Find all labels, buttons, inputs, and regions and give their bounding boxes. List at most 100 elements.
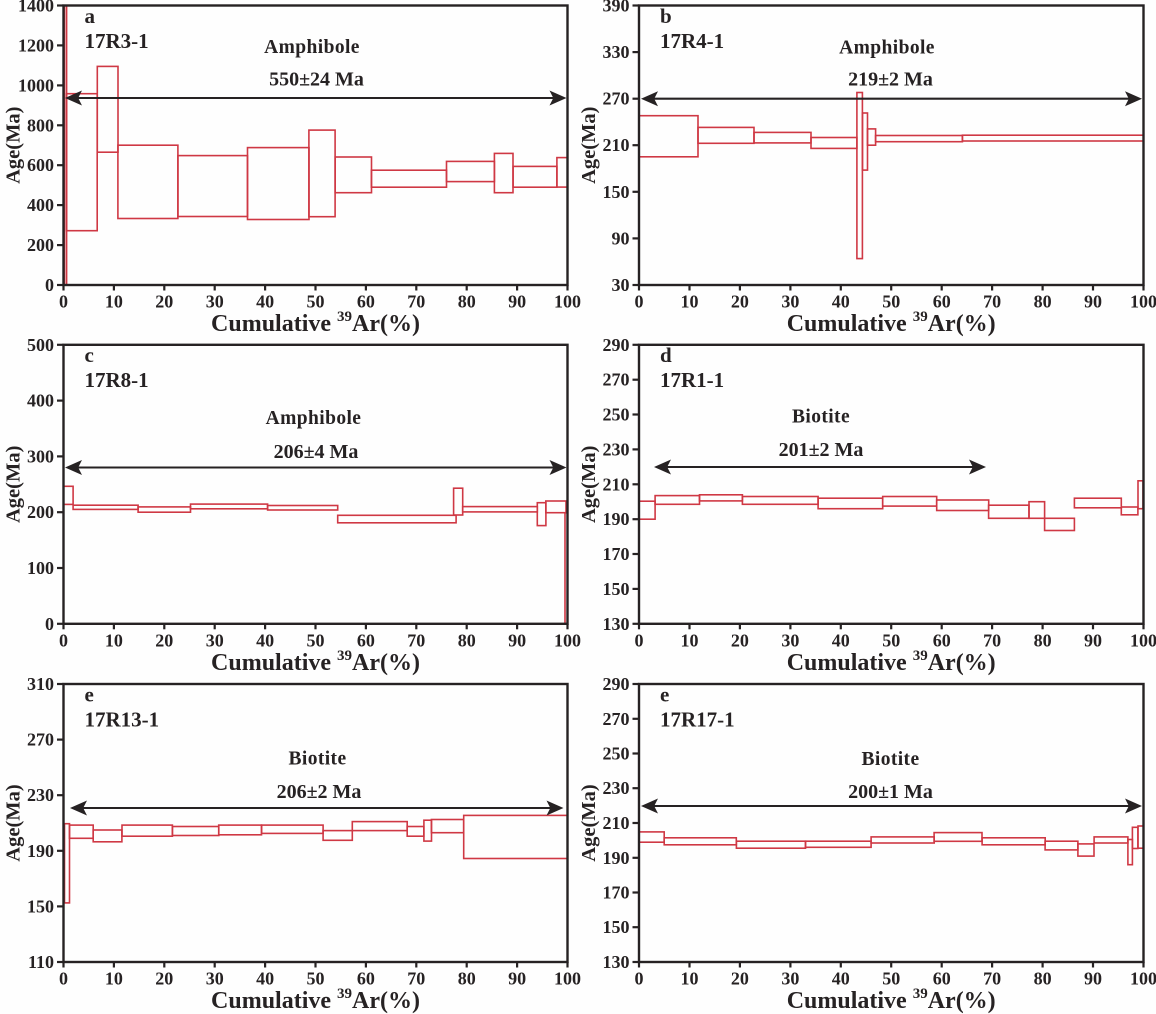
svg-text:270: 270 <box>603 370 630 390</box>
svg-text:400: 400 <box>27 391 54 411</box>
svg-text:20: 20 <box>731 292 749 312</box>
svg-text:200±1 Ma: 200±1 Ma <box>848 781 933 803</box>
svg-text:290: 290 <box>603 674 630 694</box>
svg-text:190: 190 <box>603 848 630 868</box>
svg-text:1200: 1200 <box>18 35 54 55</box>
svg-text:20: 20 <box>155 292 173 312</box>
svg-text:b: b <box>660 4 672 28</box>
svg-text:90: 90 <box>1084 292 1102 312</box>
svg-text:70: 70 <box>407 969 425 989</box>
svg-text:17R3-1: 17R3-1 <box>85 29 149 53</box>
svg-text:40: 40 <box>832 630 850 650</box>
svg-text:60: 60 <box>933 969 951 989</box>
svg-text:190: 190 <box>27 841 54 861</box>
svg-text:d: d <box>660 343 672 367</box>
svg-text:70: 70 <box>983 630 1001 650</box>
svg-text:0: 0 <box>59 292 68 312</box>
svg-text:1000: 1000 <box>18 75 54 95</box>
svg-text:50: 50 <box>307 969 325 989</box>
svg-text:210: 210 <box>603 474 630 494</box>
svg-text:270: 270 <box>603 709 630 729</box>
svg-text:90: 90 <box>508 630 526 650</box>
svg-text:90: 90 <box>508 292 526 312</box>
svg-text:17R1-1: 17R1-1 <box>660 368 724 392</box>
svg-text:Cumulative 39Ar(%): Cumulative 39Ar(%) <box>211 986 420 1014</box>
svg-text:290: 290 <box>603 335 630 355</box>
svg-text:10: 10 <box>681 630 699 650</box>
svg-text:50: 50 <box>307 630 325 650</box>
svg-text:Cumulative 39Ar(%): Cumulative 39Ar(%) <box>787 648 996 676</box>
svg-text:90: 90 <box>612 228 630 248</box>
svg-text:10: 10 <box>105 630 123 650</box>
svg-text:30: 30 <box>612 275 630 295</box>
svg-text:0: 0 <box>635 630 644 650</box>
svg-text:270: 270 <box>27 730 54 750</box>
svg-text:500: 500 <box>27 335 54 355</box>
svg-text:60: 60 <box>933 292 951 312</box>
svg-text:90: 90 <box>1084 630 1102 650</box>
svg-text:0: 0 <box>635 969 644 989</box>
svg-text:130: 130 <box>603 952 630 972</box>
svg-text:10: 10 <box>681 292 699 312</box>
svg-text:60: 60 <box>357 969 375 989</box>
svg-text:0: 0 <box>59 969 68 989</box>
svg-text:270: 270 <box>603 89 630 109</box>
svg-text:20: 20 <box>155 630 173 650</box>
svg-text:e: e <box>85 683 94 707</box>
svg-text:80: 80 <box>458 292 476 312</box>
svg-text:50: 50 <box>882 292 900 312</box>
svg-text:250: 250 <box>603 744 630 764</box>
svg-text:230: 230 <box>603 439 630 459</box>
svg-text:Cumulative 39Ar(%): Cumulative 39Ar(%) <box>787 986 996 1014</box>
svg-text:20: 20 <box>731 630 749 650</box>
svg-text:Cumulative 39Ar(%): Cumulative 39Ar(%) <box>211 309 420 337</box>
svg-text:80: 80 <box>1034 969 1052 989</box>
svg-text:Age(Ma): Age(Ma) <box>3 784 25 861</box>
svg-text:20: 20 <box>155 969 173 989</box>
svg-text:40: 40 <box>832 969 850 989</box>
svg-text:50: 50 <box>882 630 900 650</box>
svg-text:230: 230 <box>27 785 54 805</box>
svg-text:20: 20 <box>731 969 749 989</box>
svg-text:70: 70 <box>407 630 425 650</box>
svg-text:80: 80 <box>1034 292 1052 312</box>
svg-text:200: 200 <box>27 502 54 522</box>
svg-text:30: 30 <box>781 969 799 989</box>
svg-text:60: 60 <box>357 292 375 312</box>
svg-text:80: 80 <box>1034 630 1052 650</box>
svg-text:100: 100 <box>554 630 581 650</box>
svg-text:219±2 Ma: 219±2 Ma <box>848 68 933 90</box>
svg-text:210: 210 <box>603 813 630 833</box>
svg-text:200: 200 <box>27 235 54 255</box>
svg-text:40: 40 <box>832 292 850 312</box>
svg-text:390: 390 <box>603 0 630 16</box>
svg-text:210: 210 <box>603 135 630 155</box>
svg-text:70: 70 <box>983 969 1001 989</box>
svg-text:100: 100 <box>1130 969 1156 989</box>
svg-text:30: 30 <box>206 630 224 650</box>
svg-text:17R17-1: 17R17-1 <box>660 708 735 732</box>
svg-text:30: 30 <box>781 292 799 312</box>
svg-text:130: 130 <box>603 614 630 634</box>
svg-text:0: 0 <box>59 630 68 650</box>
svg-text:10: 10 <box>681 969 699 989</box>
svg-text:100: 100 <box>1130 630 1156 650</box>
svg-text:30: 30 <box>781 630 799 650</box>
svg-text:80: 80 <box>458 969 476 989</box>
svg-text:100: 100 <box>554 969 581 989</box>
svg-text:330: 330 <box>603 42 630 62</box>
svg-text:40: 40 <box>256 969 274 989</box>
svg-text:150: 150 <box>603 182 630 202</box>
svg-text:Age(Ma): Age(Ma) <box>578 106 600 183</box>
svg-text:17R4-1: 17R4-1 <box>660 29 724 53</box>
svg-text:60: 60 <box>933 630 951 650</box>
svg-text:310: 310 <box>27 674 54 694</box>
svg-text:201±2 Ma: 201±2 Ma <box>779 439 864 461</box>
svg-text:Biotite: Biotite <box>861 749 919 770</box>
svg-text:250: 250 <box>603 405 630 425</box>
svg-text:Cumulative 39Ar(%): Cumulative 39Ar(%) <box>787 309 996 337</box>
svg-text:0: 0 <box>45 275 54 295</box>
svg-text:0: 0 <box>635 292 644 312</box>
svg-text:70: 70 <box>407 292 425 312</box>
svg-text:Amphibole: Amphibole <box>264 37 360 58</box>
